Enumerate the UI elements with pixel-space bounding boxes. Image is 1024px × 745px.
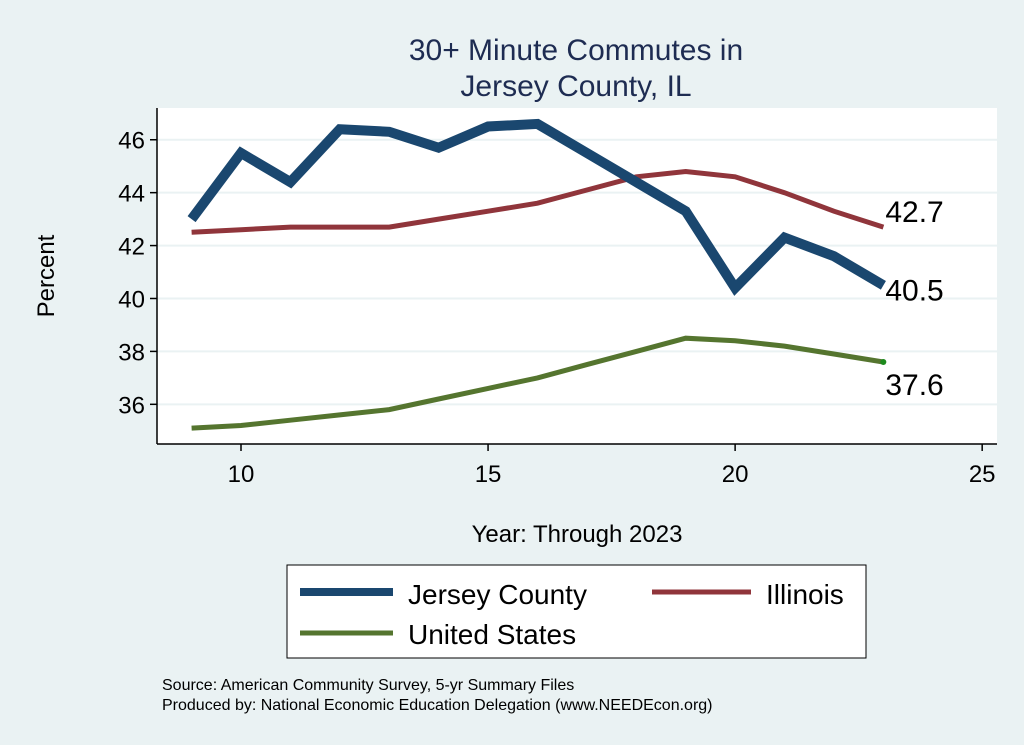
y-axis-label: Percent (33, 234, 60, 317)
end-label-united-states: 37.6 (885, 369, 943, 402)
series-line-jersey-county (187, 118, 886, 296)
series-line-united-states (191, 335, 884, 431)
legend-label-united-states: United States (408, 619, 576, 650)
chart-title-line-1: 30+ Minute Commutes in (409, 34, 743, 67)
x-axis-label: Year: Through 2023 (472, 521, 683, 548)
y-tick-label: 40 (118, 286, 145, 313)
y-tick-label: 38 (118, 339, 145, 366)
legend-box (286, 564, 867, 659)
series-line-illinois (191, 168, 885, 235)
end-label-jersey-county: 40.5 (885, 274, 943, 307)
end-label-illinois: 42.7 (885, 196, 943, 229)
plot-area (157, 108, 997, 444)
y-tick-label: 46 (118, 128, 145, 155)
x-tick-label: 15 (475, 461, 502, 488)
source-note: Source: American Community Survey, 5-yr … (162, 677, 574, 694)
y-tick-label: 36 (118, 392, 145, 419)
x-tick-label: 10 (228, 461, 255, 488)
x-tick-label: 25 (969, 461, 996, 488)
chart-title-line-2: Jersey County, IL (460, 70, 691, 103)
y-tick-label: 44 (118, 181, 145, 208)
produced-by-note: Produced by: National Economic Education… (162, 697, 713, 714)
y-tick-label: 42 (118, 234, 145, 261)
legend-label-illinois: Illinois (766, 579, 844, 610)
legend-label-jersey-county: Jersey County (408, 579, 587, 610)
x-tick-label: 20 (722, 461, 749, 488)
end-marker-united-states (880, 358, 887, 365)
legend: Jersey County Illinois United States (286, 564, 867, 659)
